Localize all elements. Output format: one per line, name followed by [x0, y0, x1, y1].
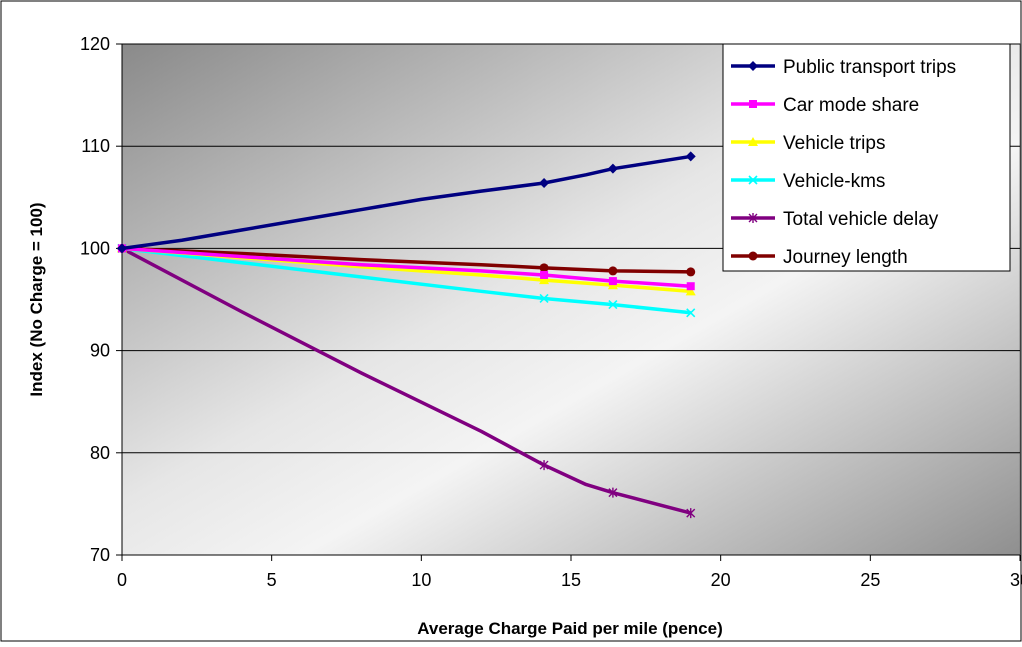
- data-point: [539, 275, 550, 285]
- legend-item: Total vehicle delay: [731, 209, 939, 230]
- legend-marker: [748, 175, 758, 185]
- legend-item: Journey length: [731, 247, 908, 268]
- legend: Public transport trips Car mode share Vehi…: [722, 43, 1011, 272]
- data-point: [686, 308, 696, 318]
- y-tick-label: 110: [81, 136, 110, 156]
- x-tick-label: 10: [411, 570, 431, 590]
- legend-label: Vehicle trips: [783, 133, 885, 154]
- data-point: [117, 243, 127, 254]
- data-point: [608, 277, 617, 286]
- legend-item: Vehicle trips: [731, 133, 885, 154]
- series-line: [121, 154, 692, 251]
- x-tick-label: 25: [860, 570, 880, 590]
- y-tick-label: 80: [90, 443, 110, 463]
- x-tick-label: 20: [711, 570, 731, 590]
- data-point: [539, 460, 549, 471]
- y-tick-label: 120: [80, 34, 110, 54]
- y-tick-labels: 70 80 90 100 110 120: [80, 34, 110, 565]
- legend-item: Public transport trips: [731, 57, 956, 78]
- y-tick-label: 70: [90, 545, 110, 565]
- data-point: [608, 266, 618, 276]
- data-point: [540, 270, 549, 279]
- legend-marker: [748, 137, 758, 146]
- data-point: [539, 177, 550, 188]
- legend-box: [722, 43, 1011, 272]
- data-point: [685, 286, 696, 296]
- x-tick-label: 5: [267, 570, 277, 590]
- data-point: [686, 508, 696, 519]
- y-tick-label: 100: [80, 238, 110, 258]
- legend-label: Public transport trips: [783, 57, 956, 78]
- data-point: [539, 263, 549, 273]
- legend-label: Car mode share: [783, 95, 919, 116]
- data-point: [686, 267, 696, 277]
- y-axis-label: Index (No Charge = 100): [27, 202, 46, 396]
- series-line: [121, 246, 692, 515]
- x-tick-label: 30: [1010, 570, 1022, 590]
- data-point: [686, 282, 695, 291]
- data-point: [607, 163, 618, 174]
- legend-label: Vehicle-kms: [783, 171, 885, 192]
- x-axis-label: Average Charge Paid per mile (pence): [417, 619, 722, 638]
- legend-item: Car mode share: [731, 95, 919, 116]
- x-tick-label: 0: [117, 570, 127, 590]
- x-tick-label: 15: [561, 570, 581, 590]
- legend-marker: [749, 100, 757, 108]
- legend-label: Journey length: [783, 247, 908, 268]
- legend-marker: [748, 251, 758, 261]
- data-point: [608, 300, 618, 310]
- legend-label: Total vehicle delay: [783, 209, 939, 230]
- legend-marker: [748, 61, 758, 71]
- y-tick-label: 90: [90, 341, 110, 361]
- data-point: [685, 151, 696, 162]
- series-layer: [117, 151, 696, 519]
- data-point: [608, 487, 618, 498]
- data-point: [539, 293, 549, 304]
- x-tick-labels: 0 5 10 15 20 25 30: [117, 570, 1022, 590]
- series-public-transport-trips: [117, 151, 696, 254]
- legend-marker: [748, 213, 758, 223]
- legend-item: Vehicle-kms: [731, 171, 885, 192]
